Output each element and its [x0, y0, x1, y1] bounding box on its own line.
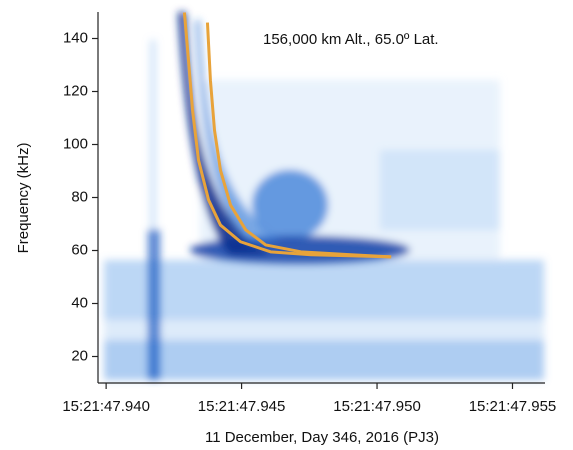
y-tick-label: 140	[63, 29, 88, 46]
y-tick-label: 120	[63, 82, 88, 99]
x-tick-label: 15:21:47.950	[333, 398, 421, 415]
annotation: 156,000 km Alt., 65.0º Lat.	[263, 31, 439, 48]
spectrogram-background	[104, 12, 544, 380]
y-tick-label: 80	[71, 188, 88, 205]
y-tick-label: 40	[71, 294, 88, 311]
y-tick-label: 20	[71, 347, 88, 364]
x-axis-label: 11 December, Day 346, 2016 (PJ3)	[205, 429, 439, 446]
y-tick-label: 100	[63, 135, 88, 152]
x-tick-label: 15:21:47.955	[469, 398, 557, 415]
y-axis-label: Frequency (kHz)	[15, 143, 32, 254]
x-tick-label: 15:21:47.940	[62, 398, 150, 415]
curve	[205, 22, 392, 259]
x-tick-label: 15:21:47.945	[198, 398, 286, 415]
y-tick-label: 60	[71, 241, 88, 258]
curve	[182, 12, 392, 259]
